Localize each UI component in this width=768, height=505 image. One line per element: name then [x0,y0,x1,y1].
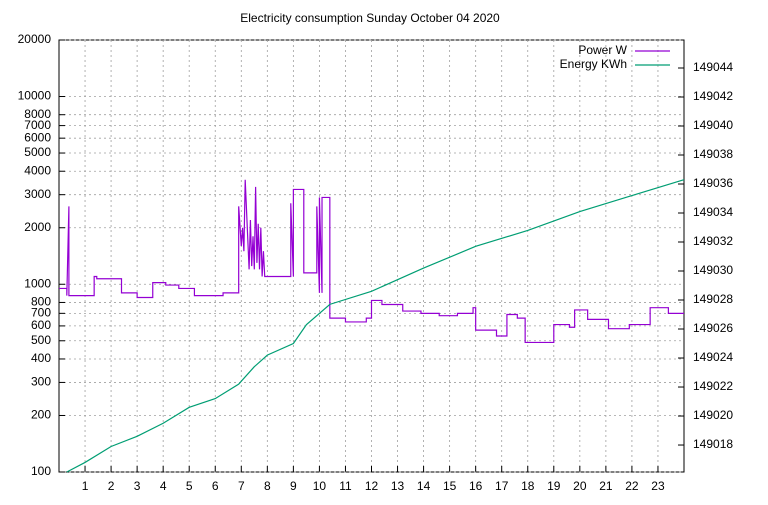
chart-title: Electricity consumption Sunday October 0… [240,11,500,25]
y2-tick-label: 149026 [693,321,733,335]
y-tick-label: 400 [31,351,51,365]
x-tick-label: 8 [264,479,271,493]
y-tick-label: 8000 [24,107,51,121]
y-tick-label: 300 [31,375,51,389]
y-tick-label: 700 [31,306,51,320]
x-tick-label: 10 [313,479,327,493]
x-tick-label: 12 [365,479,379,493]
y-tick-label: 600 [31,318,51,332]
y2-tick-label: 149018 [693,437,733,451]
x-tick-label: 19 [547,479,561,493]
x-tick-label: 11 [339,479,352,493]
y2-tick-label: 149030 [693,263,733,277]
y-tick-label: 6000 [24,130,51,144]
x-tick-label: 5 [186,479,193,493]
y2-tick-label: 149020 [693,408,733,422]
series-line [59,179,684,344]
legend-label: Power W [578,43,627,57]
y-tick-label: 10000 [18,89,52,103]
series-line [66,179,685,473]
x-tick-label: 23 [651,479,665,493]
y-tick-label: 4000 [24,163,51,177]
y2-tick-label: 149040 [693,118,733,132]
y-tick-label: 500 [31,333,51,347]
y-tick-label: 2000 [24,220,51,234]
x-tick-label: 7 [238,479,245,493]
y-tick-label: 200 [31,408,51,422]
x-tick-label: 20 [573,479,587,493]
y2-tick-label: 149024 [693,350,733,364]
x-tick-label: 4 [160,479,167,493]
y2-tick-label: 149036 [693,176,733,190]
y2-tick-label: 149028 [693,292,733,306]
y-tick-label: 5000 [24,145,51,159]
y2-tick-label: 149022 [693,379,733,393]
x-tick-label: 2 [108,479,115,493]
legend-label: Energy KWh [560,57,627,71]
x-tick-label: 21 [599,479,613,493]
y-tick-label: 800 [31,295,51,309]
x-tick-label: 1 [82,479,89,493]
y-tick-label: 100 [31,464,51,478]
y-tick-label: 7000 [24,118,51,132]
y2-tick-label: 149044 [693,60,733,74]
x-tick-label: 16 [469,479,483,493]
x-tick-label: 3 [134,479,141,493]
y-tick-label: 1000 [24,276,51,290]
x-tick-label: 17 [495,479,509,493]
x-tick-label: 18 [521,479,535,493]
x-tick-label: 22 [625,479,639,493]
x-tick-label: 13 [391,479,405,493]
y2-tick-label: 149032 [693,234,733,248]
y-tick-label: 3000 [24,187,51,201]
x-tick-label: 6 [212,479,219,493]
y-tick-label: 20000 [18,32,52,46]
x-tick-label: 14 [417,479,431,493]
x-tick-label: 15 [443,479,457,493]
y2-tick-label: 149034 [693,205,733,219]
y2-tick-label: 149038 [693,147,733,161]
y2-tick-label: 149042 [693,89,733,103]
x-tick-label: 9 [290,479,297,493]
